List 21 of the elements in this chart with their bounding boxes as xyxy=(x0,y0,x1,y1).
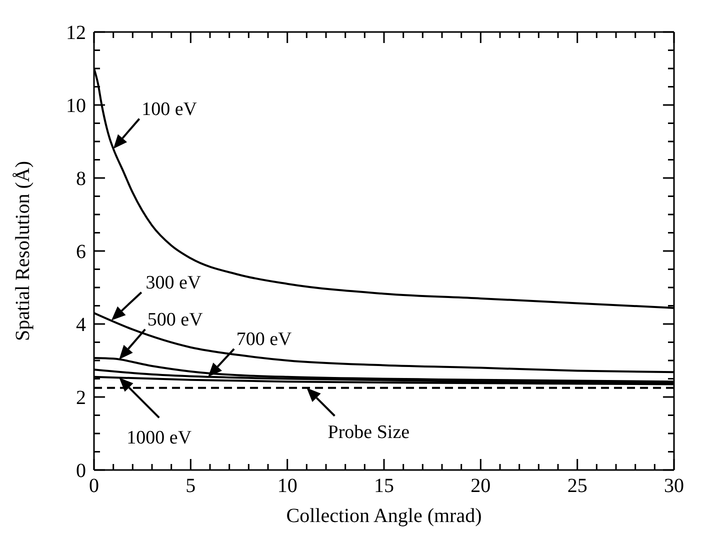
y-tick-label: 12 xyxy=(66,22,86,44)
annotation: 700 eV xyxy=(236,328,292,350)
x-tick-label: 25 xyxy=(567,475,588,497)
annotation: Probe Size xyxy=(328,422,410,443)
y-axis-title: Spatial Resolution (Å) xyxy=(12,161,34,341)
x-axis-title: Collection Angle (mrad) xyxy=(286,505,482,527)
annotation: 500 eV xyxy=(147,309,204,330)
y-tick-label: 8 xyxy=(76,168,86,190)
x-tick-label: 15 xyxy=(374,475,394,497)
x-tick-label: 20 xyxy=(470,475,491,497)
annotation: 1000 eV xyxy=(126,428,192,449)
annotation: 300 eV xyxy=(146,272,202,294)
y-tick-label: 6 xyxy=(76,241,86,263)
y-tick-label: 10 xyxy=(66,95,86,117)
x-tick-label: 30 xyxy=(664,475,684,497)
y-tick-label: 4 xyxy=(76,314,86,336)
x-tick-label: 5 xyxy=(186,475,196,497)
x-tick-label: 10 xyxy=(277,475,298,497)
y-tick-label: 2 xyxy=(76,387,86,409)
annotation: 100 eV xyxy=(142,98,198,120)
y-tick-label: 0 xyxy=(76,460,86,482)
